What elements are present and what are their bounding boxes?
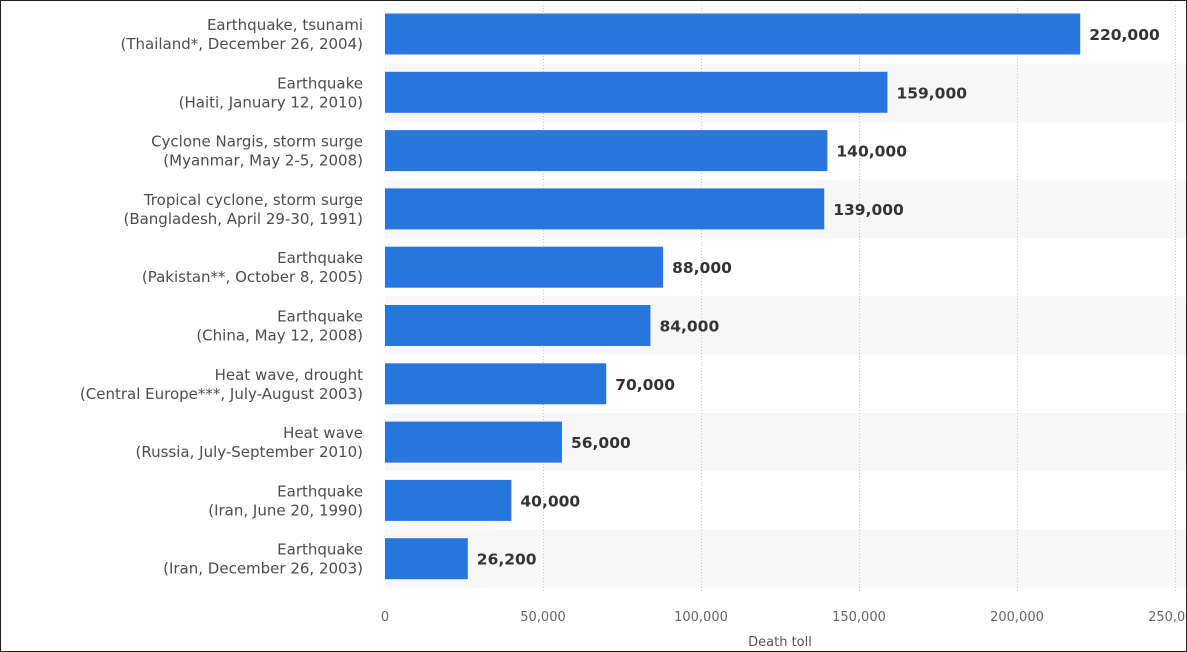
category-label: Tropical cyclone, storm surge (Bangladesh… <box>123 191 363 228</box>
value-label: 84,000 <box>659 318 719 336</box>
x-tick-label: 100,000 <box>674 610 728 625</box>
value-label: 140,000 <box>836 143 907 161</box>
value-label: 139,000 <box>833 201 904 219</box>
row-band <box>385 529 1186 588</box>
bar <box>385 538 468 580</box>
category-labels: Earthquake, tsunami (Thailand*, December … <box>80 16 363 578</box>
value-label: 40,000 <box>520 492 580 510</box>
x-tick-label: 200,000 <box>990 610 1044 625</box>
x-tick-label: 0 <box>381 610 389 625</box>
value-label: 56,000 <box>571 434 631 452</box>
category-label: Earthquake (Iran, June 20, 1990) <box>208 482 363 519</box>
bars <box>385 13 1081 580</box>
bar <box>385 188 825 230</box>
category-label: Heat wave, drought (Central Europe***, Ju… <box>80 366 363 403</box>
x-tick-label: 250,000 <box>1148 610 1186 625</box>
category-label: Cyclone Nargis, storm surge (Myanmar, May… <box>151 133 363 170</box>
bar <box>385 363 607 405</box>
x-axis-ticks: 0 50,000 100,000 150,000 200,000 250,000 <box>381 610 1186 625</box>
x-tick-label: 150,000 <box>832 610 886 625</box>
value-label: 159,000 <box>896 84 967 102</box>
x-axis-title: Death toll <box>748 635 812 650</box>
category-label: Earthquake, tsunami (Thailand*, December … <box>120 16 363 53</box>
bar <box>385 305 651 346</box>
bar <box>385 130 828 172</box>
bar <box>385 421 562 463</box>
category-label: Heat wave (Russia, July-September 2010) <box>136 424 363 461</box>
bar <box>385 246 664 288</box>
category-label: Earthquake (Iran, December 26, 2003) <box>163 541 363 578</box>
bar <box>385 13 1081 55</box>
category-label: Earthquake (Pakistan**, October 8, 2005) <box>142 249 363 286</box>
category-label: Earthquake (Haiti, January 12, 2010) <box>179 74 363 111</box>
category-label: Earthquake (China, May 12, 2008) <box>196 308 363 345</box>
bar <box>385 71 888 113</box>
value-label: 26,200 <box>477 551 537 569</box>
value-label: 220,000 <box>1089 26 1160 44</box>
x-tick-label: 50,000 <box>520 610 566 625</box>
value-label: 88,000 <box>672 259 732 277</box>
value-label: 70,000 <box>615 376 675 394</box>
value-labels: 220,000 159,000 140,000 139,000 88,000 84,000… <box>477 26 1160 569</box>
bar <box>385 479 512 521</box>
